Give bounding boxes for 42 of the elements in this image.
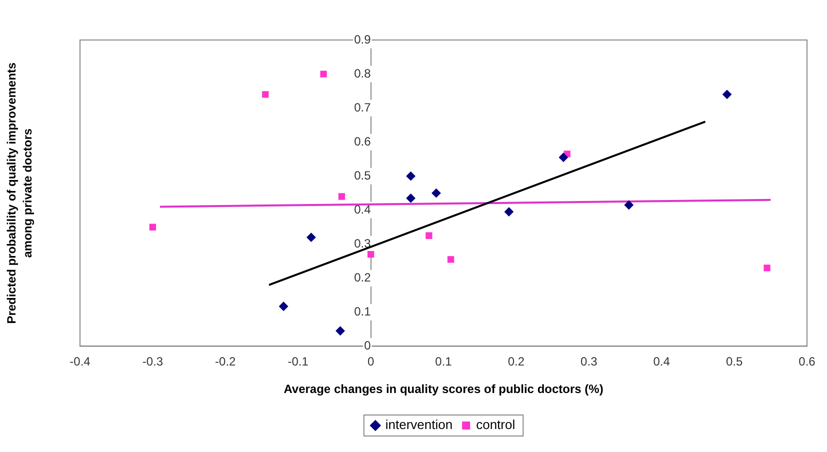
x-tick-label: 0.5 <box>726 354 743 369</box>
point <box>764 264 770 272</box>
point <box>262 91 269 98</box>
y-tick-label: 0.1 <box>354 304 372 318</box>
point <box>504 207 514 216</box>
y-tick-label: 0.7 <box>354 100 372 114</box>
point <box>367 251 374 258</box>
point <box>320 70 327 78</box>
point <box>279 302 288 311</box>
y-axis-title: Predicted probability of quality improvements among private doctors <box>4 62 34 324</box>
point <box>406 172 416 181</box>
y-tick-label: 0.8 <box>354 66 372 80</box>
point <box>447 256 454 263</box>
point <box>306 232 316 242</box>
x-tick-label: 0.6 <box>798 354 816 369</box>
x-tick-label: -0.4 <box>70 354 91 369</box>
y-tick-label: 0.6 <box>354 134 372 148</box>
x-tick-label: 0.4 <box>653 354 670 369</box>
legend-label: control <box>476 417 516 432</box>
point <box>149 224 156 230</box>
y-tick-label: 0.5 <box>354 168 372 182</box>
point <box>432 188 441 198</box>
x-tick-label: 0.2 <box>508 354 525 369</box>
legend-label: intervention <box>385 417 453 432</box>
point <box>426 232 432 239</box>
x-tick-label: 0.3 <box>580 354 598 369</box>
x-axis-title: Average changes in quality scores of public doctors (%) <box>284 382 604 396</box>
x-tick-label: 0.1 <box>435 354 452 369</box>
y-tick-label: 0.3 <box>354 236 372 250</box>
y-tick-label: 0.9 <box>354 32 372 46</box>
x-tick-label: -0.3 <box>142 354 164 369</box>
x-tick-label: -0.1 <box>288 354 309 369</box>
y-tick-label: 0.2 <box>354 270 372 284</box>
point <box>338 193 346 200</box>
point <box>336 326 345 336</box>
point <box>406 194 416 203</box>
x-tick-label: -0.2 <box>215 354 236 369</box>
y-tick-label: 0.4 <box>354 202 372 216</box>
y-tick-label: 0 <box>364 338 372 353</box>
point <box>558 152 568 162</box>
point <box>624 200 634 210</box>
point <box>722 90 732 99</box>
